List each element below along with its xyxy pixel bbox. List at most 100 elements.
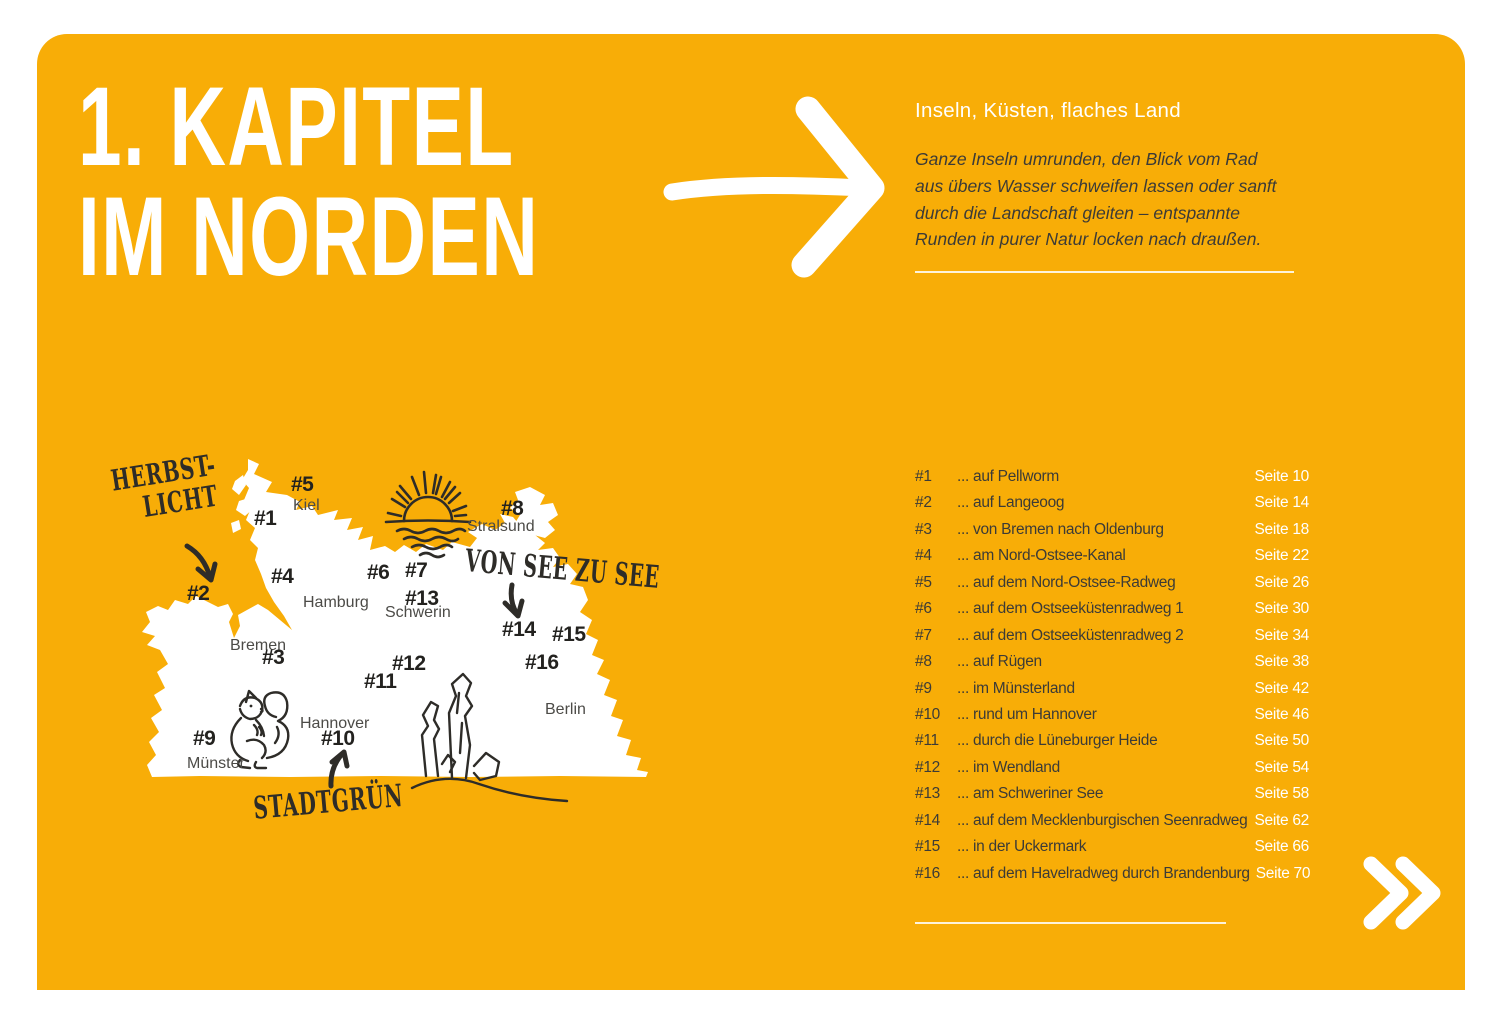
north-germany-map	[142, 459, 648, 803]
toc-num: #16	[915, 864, 940, 882]
city-label-kiel: Kiel	[293, 497, 320, 514]
toc-num: #14	[915, 811, 940, 829]
toc-title: ... von Bremen nach Oldenburg	[957, 520, 1164, 538]
map-marker-4: #4	[271, 565, 294, 588]
toc-num: #15	[915, 838, 940, 856]
toc-row: #9 ... im Münsterland Seite 42	[915, 676, 1309, 702]
toc-num: #7	[915, 626, 932, 644]
map-marker-6: #6	[367, 561, 390, 584]
toc-page: Seite 34	[1254, 626, 1310, 644]
toc-title: ... auf Pellworm	[957, 468, 1060, 485]
city-label-bremen: Bremen	[230, 637, 287, 654]
map-marker-10: #10	[321, 727, 355, 750]
map-marker-16: #16	[525, 651, 559, 674]
toc-num: #11	[915, 732, 939, 750]
squirrel-icon	[230, 689, 290, 770]
map-marker-7: #7	[405, 559, 428, 582]
toc-page: Seite 58	[1254, 785, 1310, 803]
city-label-stralsund: Stralsund	[467, 518, 535, 535]
toc-page: Seite 54	[1254, 758, 1310, 776]
city-label-muenster: Münster	[187, 755, 245, 772]
toc-num: #9	[915, 679, 932, 697]
divider-top	[915, 271, 1294, 273]
toc-num: #2	[915, 494, 932, 512]
toc-row: #3 ... von Bremen nach Oldenburg Seite 18	[915, 517, 1309, 543]
city-label-schwerin: Schwerin	[385, 604, 451, 621]
toc-row: #4 ... am Nord-Ostsee-Kanal Seite 22	[915, 543, 1309, 569]
annotation-arrows	[184, 543, 525, 789]
toc-num: #1	[915, 468, 932, 485]
toc-row: #12 ... im Wendland Seite 54	[915, 755, 1309, 781]
table-of-contents: #1 ... auf Pellworm Seite 10 #2 ... auf Lan…	[915, 464, 1311, 887]
section-heading: Inseln, Küsten, flaches Land	[915, 99, 1181, 122]
toc-page: Seite 30	[1254, 600, 1310, 618]
toc-num: #3	[915, 520, 932, 538]
forward-arrow-icon	[663, 96, 885, 278]
sun-icon	[384, 470, 472, 559]
toc-page: Seite 62	[1254, 811, 1310, 829]
city-label-hannover: Hannover	[300, 715, 370, 732]
toc-title: ... im Wendland	[957, 758, 1060, 776]
toc-num: #5	[915, 573, 932, 591]
map-marker-14: #14	[502, 618, 536, 641]
toc-title: ... auf dem Havelradweg durch Brandenbur…	[957, 864, 1250, 882]
chapter-title-line2: IM NORDEN	[78, 174, 540, 299]
toc-page: Seite 42	[1254, 679, 1310, 697]
city-label-hamburg: Hamburg	[303, 594, 369, 611]
map-marker-11: #11	[364, 670, 397, 693]
toc-title: ... auf dem Mecklenburgischen Seenradweg	[957, 811, 1248, 829]
map-marker-2: #2	[187, 582, 210, 605]
map-marker-8: #8	[501, 497, 524, 520]
toc-row: #15 ... in der Uckermark Seite 66	[915, 834, 1309, 860]
toc-row: #2 ... auf Langeoog Seite 14	[915, 490, 1309, 516]
toc-page: Seite 26	[1254, 573, 1310, 591]
map-marker-1: #1	[254, 507, 277, 530]
toc-row: #10 ... rund um Hannover Seite 46	[915, 702, 1309, 728]
chapter-title-line1: 1. KAPITEL	[78, 64, 515, 189]
toc-title: ... auf dem Ostseeküstenradweg 1	[957, 600, 1184, 618]
toc-title: ... auf dem Nord-Ostsee-Radweg	[957, 573, 1176, 591]
toc-num: #6	[915, 600, 932, 618]
divider-bottom	[915, 922, 1226, 924]
toc-page: Seite 10	[1254, 468, 1310, 485]
toc-num: #12	[915, 758, 940, 776]
section-intro-text: Ganze Inseln umrunden, den Blick vom Rad…	[915, 149, 1277, 250]
toc-num: #4	[915, 547, 932, 565]
toc-row: #1 ... auf Pellworm Seite 10	[915, 464, 1309, 490]
toc-row: #6 ... auf dem Ostseeküstenradweg 1 Seite …	[915, 596, 1309, 622]
toc-title: ... durch die Lüneburger Heide	[957, 732, 1158, 750]
toc-title: ... in der Uckermark	[957, 838, 1087, 856]
toc-row: #16 ... auf dem Havelradweg durch Branden…	[915, 861, 1311, 887]
toc-page: Seite 50	[1254, 732, 1310, 750]
map-marker-9: #9	[193, 727, 216, 750]
map-marker-13: #13	[405, 587, 439, 610]
toc-row: #5 ... auf dem Nord-Ostsee-Radweg Seite 26	[915, 570, 1309, 596]
city-label-berlin: Berlin	[545, 701, 586, 718]
map-marker-3: #3	[262, 646, 285, 669]
toc-page: Seite 22	[1254, 547, 1310, 565]
toc-page: Seite 38	[1254, 653, 1310, 671]
toc-num: #13	[915, 785, 940, 803]
toc-page: Seite 18	[1254, 520, 1310, 538]
toc-page: Seite 70	[1255, 864, 1311, 882]
map-silhouette	[142, 459, 648, 777]
toc-title: ... im Münsterland	[957, 679, 1075, 697]
toc-row: #13 ... am Schweriner See Seite 58	[915, 781, 1309, 807]
toc-title: ... auf Rügen	[957, 653, 1042, 671]
rocks-icon	[410, 672, 569, 803]
toc-page: Seite 14	[1254, 494, 1310, 512]
toc-row: #7 ... auf dem Ostseeküstenradweg 2 Seite …	[915, 623, 1309, 649]
toc-page: Seite 66	[1254, 838, 1310, 856]
toc-title: ... am Nord-Ostsee-Kanal	[957, 547, 1126, 565]
chapter-title: 1. KAPITEL IM NORDEN	[78, 64, 540, 299]
next-chevrons-icon[interactable]	[1358, 852, 1441, 934]
toc-title: ... am Schweriner See	[957, 785, 1104, 803]
toc-title: ... rund um Hannover	[957, 705, 1097, 723]
map-marker-5: #5	[291, 473, 314, 496]
toc-title: ... auf dem Ostseeküstenradweg 2	[957, 626, 1184, 644]
toc-title: ... auf Langeoog	[957, 494, 1065, 512]
toc-page: Seite 46	[1254, 705, 1310, 723]
toc-row: #8 ... auf Rügen Seite 38	[915, 649, 1309, 675]
map-marker-12: #12	[392, 652, 426, 675]
